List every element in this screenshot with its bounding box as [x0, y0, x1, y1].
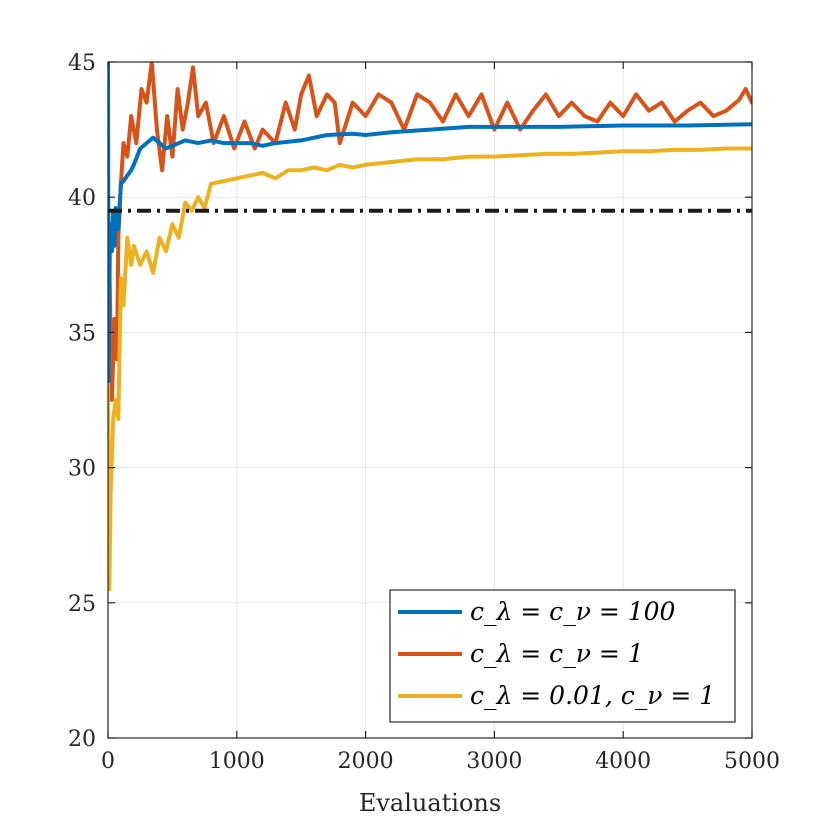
x-tick-label: 1000 — [209, 749, 265, 774]
series-line-2 — [108, 62, 752, 402]
x-tick-label: 2000 — [338, 749, 394, 774]
legend-label: c_λ = 0.01, c_ν = 1 — [470, 681, 715, 710]
x-tick-label: 3000 — [466, 749, 522, 774]
tick-labels: 0 1000 2000 3000 4000 5000 20 25 30 35 40 45 — [68, 51, 780, 774]
x-tick-label: 0 — [101, 749, 115, 774]
y-tick-label: 45 — [68, 51, 96, 76]
axes — [107, 61, 753, 739]
y-tick-label: 25 — [68, 592, 96, 617]
axes-box — [107, 61, 753, 739]
x-axis-label: Evaluations — [359, 789, 501, 817]
x-tick-label: 4000 — [595, 749, 651, 774]
y-tick-label: 40 — [68, 186, 96, 211]
series-line-1 — [108, 62, 752, 384]
legend-label: c_λ = c_ν = 100 — [470, 597, 676, 626]
grid-lines — [108, 62, 752, 738]
legend: c_λ = c_ν = 100 c_λ = c_ν = 1 c_λ = 0.01, … — [389, 589, 736, 723]
y-tick-label: 20 — [68, 727, 96, 752]
x-tick-label: 5000 — [724, 749, 780, 774]
plot-area — [108, 62, 752, 592]
series-line-3 — [108, 146, 752, 592]
legend-label: c_λ = c_ν = 1 — [470, 639, 644, 668]
y-tick-label: 35 — [68, 321, 96, 346]
y-tick-label: 30 — [68, 457, 96, 482]
